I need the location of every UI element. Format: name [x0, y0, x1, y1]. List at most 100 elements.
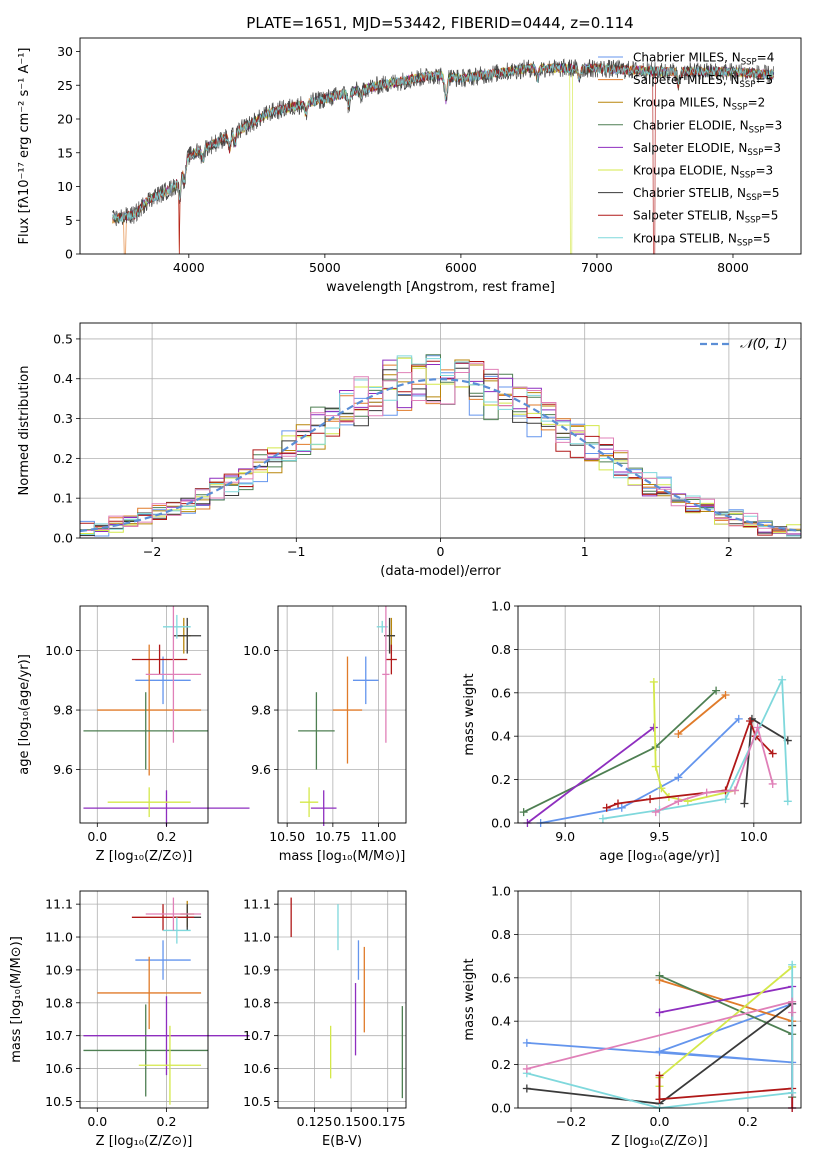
residuals-xtick-label: 1 — [581, 544, 589, 559]
mass_vs_ebv-ytick-label: 10.9 — [243, 962, 271, 977]
weight_vs_Z-ytick-label: 0.2 — [491, 1057, 511, 1072]
weight_vs_Z-marker — [788, 1008, 797, 1017]
residuals-xtick-label: 2 — [725, 544, 733, 559]
age_vs_mass-xlabel: mass [log₁₀(M/M⊙)] — [279, 849, 406, 864]
weight_vs_age-marker — [602, 803, 611, 812]
mass_vs_ebv-ytick-label: 10.7 — [243, 1028, 271, 1043]
spectrum-xtick-label: 4000 — [173, 260, 205, 275]
weight_vs_age-marker — [674, 730, 683, 739]
spectrum-series-salpeter_stelib — [112, 62, 775, 255]
age_vs_mass-frame — [277, 605, 407, 824]
weight_vs_age-xtick-label: 10.0 — [740, 829, 768, 844]
spectrum-ytick-label: 0 — [65, 247, 73, 262]
mass_vs_ebv-xlabel: E(B-V) — [322, 1134, 362, 1149]
spectrum-ytick-label: 15 — [57, 145, 73, 160]
residuals-ytick-label: 0.0 — [53, 531, 73, 546]
weight_vs_age-marker — [646, 795, 655, 804]
mass_vs_Z-frame — [79, 890, 209, 1109]
legend-entry: Chabrier STELIB, NSSP=5 — [633, 186, 780, 203]
mass_vs_ebv-xtick-label: 0.175 — [370, 1114, 406, 1129]
mass_vs_Z-ytick-label: 10.9 — [45, 962, 73, 977]
legend-entry: Salpeter STELIB, NSSP=5 — [633, 209, 778, 226]
weight_vs_age-series — [652, 681, 736, 803]
weight_vs_age-ytick-label: 1.0 — [491, 599, 511, 614]
age_vs_mass-ytick-label: 9.8 — [251, 703, 271, 718]
mass_vs_ebv-ytick-label: 11.0 — [243, 930, 271, 945]
weight_vs_age-ylabel: mass weight — [462, 673, 477, 755]
residuals-xtick-label: −1 — [287, 544, 305, 559]
age_vs_Z-xtick-label: 0.0 — [87, 829, 107, 844]
residuals-ytick-label: 0.1 — [53, 491, 73, 506]
weight_vs_age-marker — [649, 723, 658, 732]
age_vs_mass-xtick-label: 10.75 — [315, 829, 351, 844]
weight_vs_age-marker — [746, 717, 755, 726]
residuals-ytick-label: 0.2 — [53, 451, 73, 466]
mass_vs_Z-ytick-label: 10.6 — [45, 1061, 73, 1076]
age_vs_mass-ytick-label: 10.0 — [243, 643, 271, 658]
spectrum-xtick-label: 7000 — [581, 260, 613, 275]
weight_vs_age-marker — [702, 788, 711, 797]
weight_vs_age-series — [602, 679, 789, 820]
weight_vs_age-series — [540, 718, 740, 824]
weight_vs_age-marker — [617, 803, 626, 812]
weight_vs_age-marker — [778, 675, 787, 684]
weight_vs_age-marker — [598, 814, 607, 823]
text-layer: 4000 5000 6000 7000 8000051015202530waveleng… — [9, 44, 787, 1149]
residuals-ytick-label: 0.4 — [53, 371, 73, 386]
weight_vs_Z-ytick-label: 0.4 — [491, 1014, 511, 1029]
weight_vs_age-series — [523, 689, 717, 813]
weight_vs_age-marker — [651, 808, 660, 817]
spectrum-series-salpeter_miles — [112, 62, 775, 255]
age_vs_mass-xtick-label: 10.50 — [269, 829, 305, 844]
mass_vs_Z-ytick-label: 11.1 — [45, 897, 73, 912]
age_vs_Z-ytick-label: 10.0 — [45, 643, 73, 658]
spectrum-ylabel: Flux [fλ10⁻¹⁷ erg cm⁻² s⁻¹ A⁻¹] — [17, 48, 32, 245]
age_vs_mass-ytick-label: 9.6 — [251, 762, 271, 777]
weight_vs_Z-ytick-label: 1.0 — [491, 884, 511, 899]
mass_vs_ebv-ytick-label: 10.6 — [243, 1061, 271, 1076]
legend-entry: Salpeter ELODIE, NSSP=3 — [633, 141, 781, 158]
weight_vs_Z-ylabel: mass weight — [462, 958, 477, 1040]
weight_vs_age-marker — [768, 779, 777, 788]
mass_vs_Z-ylabel: mass [log₁₀(M/M⊙)] — [9, 936, 24, 1063]
mass_vs_ebv-xtick-label: 0.150 — [333, 1114, 369, 1129]
weight_vs_Z-marker — [522, 1084, 531, 1093]
residual-hist-pink — [80, 362, 801, 535]
mass_vs_Z-ytick-label: 10.5 — [45, 1094, 73, 1109]
legend-entry: Chabrier ELODIE, NSSP=3 — [633, 118, 782, 135]
weight_vs_Z-marker — [655, 1008, 664, 1017]
weight_vs_Z-ytick-label: 0.8 — [491, 927, 511, 942]
legend-entry: 𝒩(0, 1) — [740, 337, 787, 352]
weight_vs_age-marker — [768, 749, 777, 758]
legend-entry: Chabrier MILES, NSSP=4 — [633, 51, 774, 68]
weight_vs_age-ytick-label: 0.2 — [491, 772, 511, 787]
weight_vs_age-ytick-label: 0.8 — [491, 642, 511, 657]
weight_vs_age-marker — [519, 808, 528, 817]
gaussian-curve — [79, 378, 802, 533]
weight_vs_Z-ytick-label: 0.6 — [491, 970, 511, 985]
spectrum-xtick-label: 6000 — [445, 260, 477, 275]
weight_vs_Z-series — [526, 964, 794, 1109]
residuals-xtick-label: 0 — [437, 544, 445, 559]
weight_vs_age-xtick-label: 9.5 — [650, 829, 670, 844]
legend-entry: Kroupa STELIB, NSSP=5 — [633, 231, 771, 248]
figure-title: PLATE=1651, MJD=53442, FIBERID=0444, z=0… — [246, 14, 633, 32]
weight_vs_Z-marker — [655, 971, 664, 980]
legend-entry: Kroupa MILES, NSSP=2 — [633, 96, 765, 113]
weight_vs_Z-series — [659, 979, 793, 1023]
spectrum-ytick-label: 20 — [57, 112, 73, 127]
spectrum-ytick-label: 30 — [57, 44, 73, 59]
mass_vs_Z-xlabel: Z [log₁₀(Z/Z⊙)] — [96, 1134, 193, 1149]
mass_vs_Z-ytick-label: 10.8 — [45, 995, 73, 1010]
spectrum-series-kroupa_stelib — [112, 63, 775, 223]
mass_vs_Z-xtick-label: 0.0 — [87, 1114, 107, 1129]
weight_vs_age-ytick-label: 0.0 — [491, 816, 511, 831]
weight_vs_age-marker — [721, 795, 730, 804]
mass_vs_ebv-frame — [277, 890, 407, 1109]
residuals-xlabel: (data-model)/error — [380, 564, 501, 579]
weight_vs_age-xlabel: age [log₁₀(age/yr)] — [599, 849, 720, 864]
weight_vs_age-marker — [721, 690, 730, 699]
spectrum-ytick-label: 25 — [57, 78, 73, 93]
weight_vs_age-marker — [730, 786, 739, 795]
